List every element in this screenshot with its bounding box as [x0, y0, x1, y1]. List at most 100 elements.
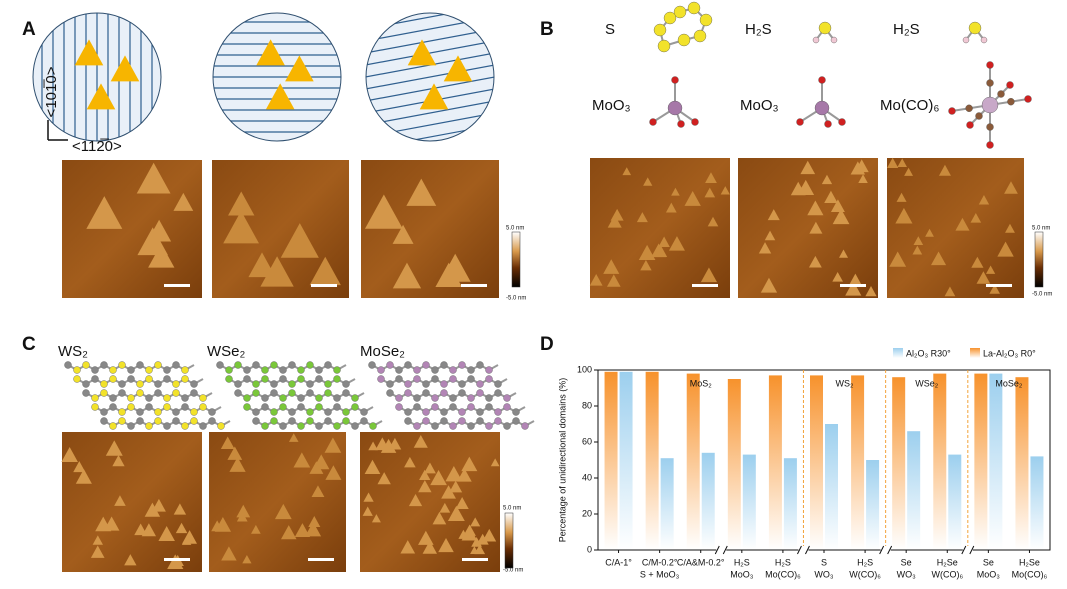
- x-tick-label: Mo(CO)₆: [1012, 569, 1048, 579]
- scale-bar: [308, 558, 334, 561]
- triangle: [432, 511, 447, 525]
- atom: [494, 389, 502, 397]
- triangle: [288, 433, 299, 442]
- triangle: [114, 495, 126, 506]
- triangle: [1005, 223, 1015, 233]
- y-tick-label: 40: [582, 472, 592, 482]
- triangle: [821, 174, 833, 185]
- axis-break: [714, 545, 728, 555]
- atom: [91, 366, 99, 374]
- atom: [109, 394, 117, 402]
- atom: [100, 408, 108, 416]
- triangle: [832, 271, 844, 282]
- triangle: [858, 174, 868, 183]
- atom: [100, 417, 108, 425]
- atom: [91, 403, 99, 411]
- atom: [458, 417, 466, 425]
- atom: [404, 361, 412, 369]
- atom: [82, 389, 90, 397]
- triangle: [418, 480, 432, 493]
- plot-frame: [597, 369, 1051, 551]
- panel-label: D: [540, 334, 554, 355]
- x-tick-label: H₂Se: [937, 557, 958, 567]
- atom: [342, 417, 350, 425]
- precursor: MoO₃: [740, 97, 779, 114]
- triangle: [865, 285, 877, 297]
- atom: [288, 361, 296, 369]
- scale-bar: [164, 284, 190, 287]
- atom: [145, 366, 153, 374]
- atom: [270, 380, 278, 388]
- triangle: [470, 517, 481, 527]
- x-tick-label: C/M-0.2°: [642, 557, 678, 567]
- atom: [127, 422, 135, 430]
- atom: [476, 417, 484, 425]
- triangle: [260, 256, 294, 287]
- triangle: [280, 223, 319, 258]
- y-tick-label: 80: [582, 400, 592, 410]
- atom: [986, 61, 994, 69]
- atom: [503, 422, 511, 430]
- colorbar-label: 5.0 nm: [503, 506, 521, 512]
- axis-break-gap: [716, 546, 727, 554]
- triangle: [265, 83, 295, 110]
- atom: [449, 366, 457, 374]
- atom: [306, 361, 314, 369]
- legend-swatch: [893, 348, 903, 358]
- atom: [386, 380, 394, 388]
- atom: [413, 422, 421, 430]
- atom: [136, 389, 144, 397]
- atom: [163, 366, 171, 374]
- atom: [351, 422, 359, 430]
- atom: [100, 389, 108, 397]
- atom: [386, 389, 394, 397]
- triangle: [824, 190, 838, 204]
- atom: [395, 403, 403, 411]
- triangle: [229, 457, 246, 472]
- atom: [422, 417, 430, 425]
- atom: [986, 79, 994, 87]
- atom: [657, 39, 671, 53]
- triangle: [767, 209, 780, 221]
- step: [366, 75, 494, 103]
- atom: [360, 408, 368, 416]
- triangle: [845, 280, 862, 296]
- triangle: [227, 446, 243, 460]
- triangle: [392, 262, 422, 289]
- atom: [677, 120, 685, 128]
- atom: [449, 422, 457, 430]
- atom: [324, 389, 332, 397]
- x-tick-label: C/A-1°: [605, 557, 632, 567]
- atom: [663, 11, 677, 25]
- triangle: [285, 55, 314, 82]
- panel-label: C: [22, 334, 36, 355]
- afm-image: [62, 432, 202, 572]
- bar: [686, 373, 700, 550]
- atom: [270, 361, 278, 369]
- triangle: [137, 227, 168, 256]
- atom: [145, 422, 153, 430]
- step: [366, 39, 494, 67]
- bar: [727, 379, 741, 550]
- material: WS₂: [58, 343, 88, 360]
- atom: [699, 13, 713, 27]
- atom: [181, 403, 189, 411]
- atom: [91, 394, 99, 402]
- triangle: [377, 472, 391, 485]
- atom: [948, 107, 956, 115]
- atom: [413, 403, 421, 411]
- scale-bar: [840, 284, 866, 287]
- atom: [440, 389, 448, 397]
- atom: [145, 375, 153, 383]
- atom: [838, 118, 846, 126]
- atom: [181, 394, 189, 402]
- atom: [467, 403, 475, 411]
- atom: [521, 422, 529, 430]
- atom: [181, 366, 189, 374]
- atom: [217, 422, 225, 430]
- atom: [118, 389, 126, 397]
- triangle: [75, 469, 92, 484]
- atom: [136, 380, 144, 388]
- triangle: [439, 502, 451, 513]
- triangle: [887, 157, 899, 169]
